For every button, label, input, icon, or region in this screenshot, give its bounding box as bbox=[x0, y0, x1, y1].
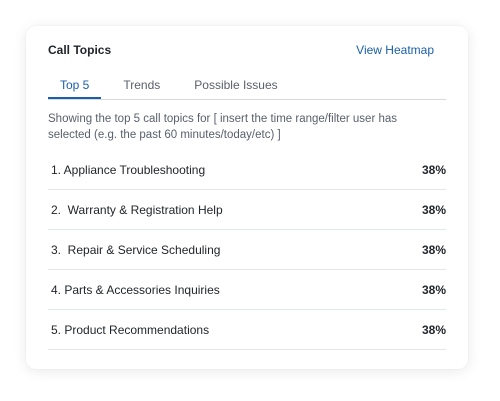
card-title: Call Topics bbox=[48, 43, 112, 57]
topic-label: 5. Product Recommendations bbox=[51, 322, 210, 337]
topics-description: Showing the top 5 call topics for [ inse… bbox=[48, 113, 398, 141]
topic-row-4: 4. Parts & Accessories Inquiries 38% bbox=[48, 270, 446, 310]
topic-percentage: 38% bbox=[421, 162, 446, 177]
topic-label: 2. Warranty & Registration Help bbox=[51, 202, 223, 217]
tab-top-5[interactable]: Top 5 bbox=[48, 75, 102, 99]
topic-row-3: 3. Repair & Service Scheduling 38% bbox=[48, 230, 446, 270]
topic-percentage: 38% bbox=[421, 242, 446, 257]
topic-percentage: 38% bbox=[421, 202, 446, 217]
card-header: Call Topics View Heatmap bbox=[48, 41, 446, 61]
topic-tabs: Top 5 Trends Possible Issues bbox=[48, 75, 446, 100]
topic-row-1: 1. Appliance Troubleshooting 38% bbox=[48, 150, 446, 190]
topic-row-2: 2. Warranty & Registration Help 38% bbox=[48, 190, 446, 230]
topic-list: 1. Appliance Troubleshooting 38% 2. Warr… bbox=[48, 150, 446, 350]
topic-percentage: 38% bbox=[421, 282, 446, 297]
tab-possible-issues[interactable]: Possible Issues bbox=[194, 78, 278, 92]
topic-label: 3. Repair & Service Scheduling bbox=[51, 242, 221, 257]
call-topics-card: Call Topics View Heatmap Top 5 Trends Po… bbox=[26, 26, 468, 369]
topic-label: 4. Parts & Accessories Inquiries bbox=[51, 282, 220, 297]
view-heatmap-link[interactable]: View Heatmap bbox=[356, 43, 434, 57]
topic-label: 1. Appliance Troubleshooting bbox=[51, 162, 206, 177]
topic-percentage: 38% bbox=[421, 322, 446, 337]
tab-trends[interactable]: Trends bbox=[123, 78, 161, 92]
topic-row-5: 5. Product Recommendations 38% bbox=[48, 310, 446, 350]
